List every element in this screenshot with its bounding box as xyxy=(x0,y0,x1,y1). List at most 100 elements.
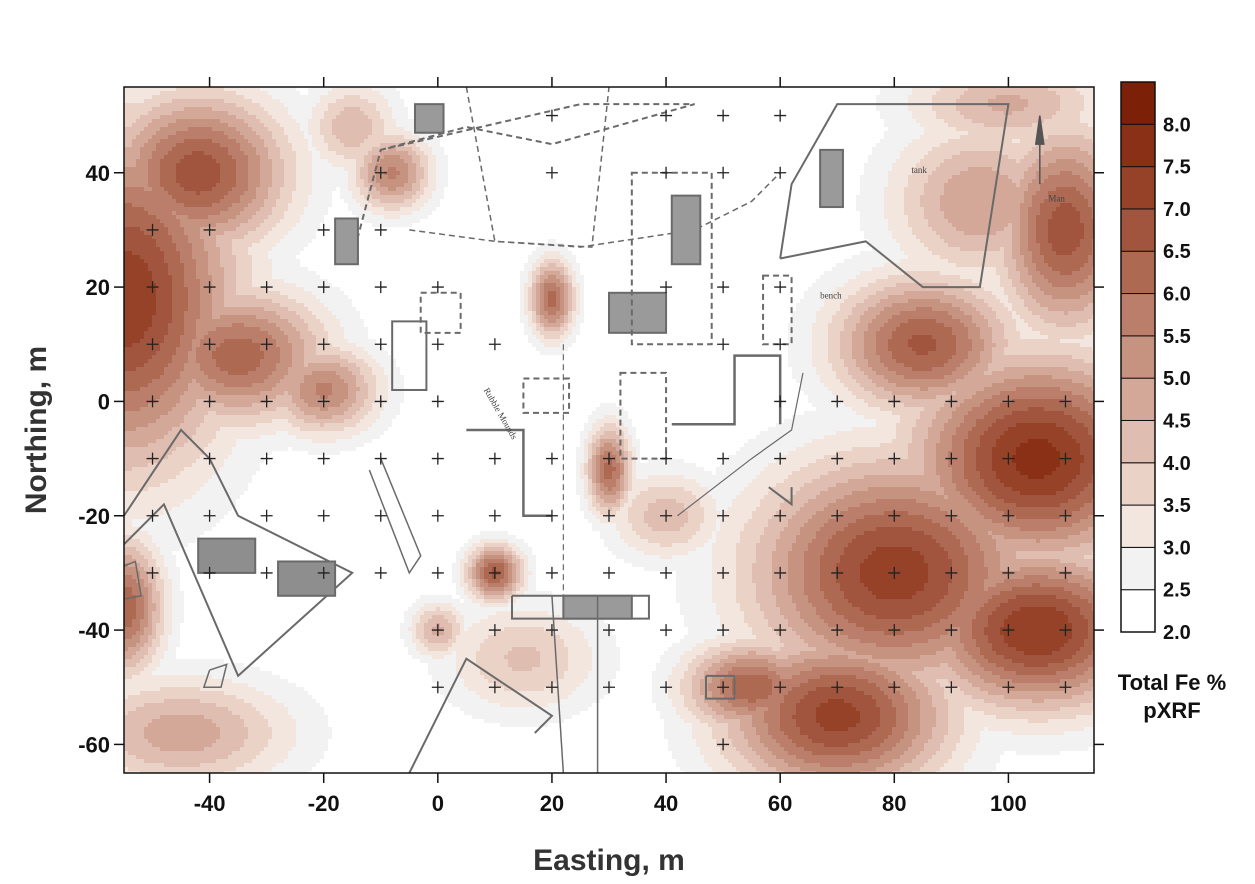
sample-points xyxy=(146,109,1072,751)
sample-point xyxy=(1059,566,1072,579)
sample-point xyxy=(945,452,958,465)
sample-point xyxy=(660,281,673,294)
sample-point xyxy=(660,166,673,179)
sample-point xyxy=(431,509,444,522)
building-outline xyxy=(351,103,695,259)
sample-point xyxy=(1002,395,1015,408)
sample-point xyxy=(488,566,501,579)
sample-point xyxy=(260,338,273,351)
colorbar-label: 4.0 xyxy=(1163,453,1191,475)
sample-point xyxy=(660,509,673,522)
sample-point xyxy=(317,452,330,465)
sample-point xyxy=(488,624,501,637)
sample-point xyxy=(774,109,787,122)
wall-line xyxy=(768,486,793,507)
sample-point xyxy=(1002,566,1015,579)
sample-point xyxy=(431,452,444,465)
sample-point xyxy=(146,281,159,294)
sample-point xyxy=(545,452,558,465)
wall-line xyxy=(466,428,552,517)
colorbar-swatch xyxy=(1120,250,1156,295)
sample-point xyxy=(1002,509,1015,522)
sample-point xyxy=(831,452,844,465)
sample-point xyxy=(945,509,958,522)
room-outline xyxy=(334,217,359,266)
sample-point xyxy=(431,566,444,579)
sample-point xyxy=(1002,681,1015,694)
sample-point xyxy=(488,509,501,522)
site-label: bench xyxy=(820,291,842,301)
sample-point xyxy=(888,681,901,694)
colorbar-swatch xyxy=(1120,166,1156,210)
sample-point xyxy=(203,223,216,236)
sample-point xyxy=(717,509,730,522)
sample-point xyxy=(945,681,958,694)
sample-point xyxy=(431,395,444,408)
sample-point xyxy=(374,281,387,294)
building-outline xyxy=(124,428,354,678)
x-tick-label: -20 xyxy=(308,791,340,816)
sample-point xyxy=(431,681,444,694)
colorbar-label: 8.0 xyxy=(1163,114,1191,136)
sample-point xyxy=(1002,624,1015,637)
sample-point xyxy=(1002,452,1015,465)
sample-point xyxy=(603,681,615,694)
sample-point xyxy=(545,166,558,179)
sample-point xyxy=(774,681,787,694)
sample-point xyxy=(831,566,844,579)
x-tick-label: 40 xyxy=(654,791,678,816)
sample-point xyxy=(146,566,159,579)
y-axis-title: Northing, m xyxy=(20,346,53,514)
sample-point xyxy=(717,281,730,294)
sample-point xyxy=(774,338,787,351)
x-tick-label: 0 xyxy=(432,791,444,816)
sample-point xyxy=(888,509,901,522)
sample-point xyxy=(774,624,787,637)
sample-point xyxy=(317,223,330,236)
sample-point xyxy=(374,509,387,522)
colorbar-frame xyxy=(1120,81,1156,633)
sample-point xyxy=(203,452,216,465)
sample-point xyxy=(431,624,444,637)
sample-point xyxy=(146,338,159,351)
sample-point xyxy=(317,509,330,522)
sample-point xyxy=(774,509,787,522)
sample-point xyxy=(317,338,330,351)
enclosure-outline xyxy=(630,171,713,346)
colorbar-swatch xyxy=(1120,419,1156,464)
sample-point xyxy=(945,624,958,637)
colorbar-label: 3.0 xyxy=(1163,537,1191,559)
y-tick-label: -40 xyxy=(78,618,110,643)
sample-point xyxy=(488,452,501,465)
colorbar-label: 7.5 xyxy=(1163,157,1191,179)
sample-point xyxy=(945,566,958,579)
room-outline xyxy=(202,663,228,688)
sample-point xyxy=(603,624,615,637)
building-outline xyxy=(408,657,554,773)
x-tick-label: -40 xyxy=(194,791,226,816)
colorbar-title-line-1: Total Fe % xyxy=(1118,670,1226,695)
sample-point xyxy=(1059,452,1072,465)
wall-line xyxy=(409,172,781,248)
room-outline xyxy=(124,560,142,600)
sample-point xyxy=(774,452,787,465)
sample-point xyxy=(717,452,730,465)
sample-point xyxy=(374,566,387,579)
sample-point xyxy=(317,395,330,408)
site-label: Man xyxy=(1048,193,1065,203)
colorbar-label: 7.0 xyxy=(1163,199,1191,221)
sample-point xyxy=(831,395,844,408)
colorbar-label: 5.5 xyxy=(1163,326,1191,348)
sample-point xyxy=(1059,509,1072,522)
colorbar-swatch xyxy=(1120,589,1156,633)
sample-point xyxy=(203,566,216,579)
sample-point xyxy=(603,509,615,522)
colorbar-label: 6.0 xyxy=(1163,284,1191,306)
sample-point xyxy=(717,338,730,351)
colorbar-swatch xyxy=(1120,546,1156,591)
sample-point xyxy=(431,338,444,351)
room-outline xyxy=(522,377,571,414)
sample-point xyxy=(203,281,216,294)
sample-point xyxy=(374,452,387,465)
room-outline xyxy=(608,291,668,334)
